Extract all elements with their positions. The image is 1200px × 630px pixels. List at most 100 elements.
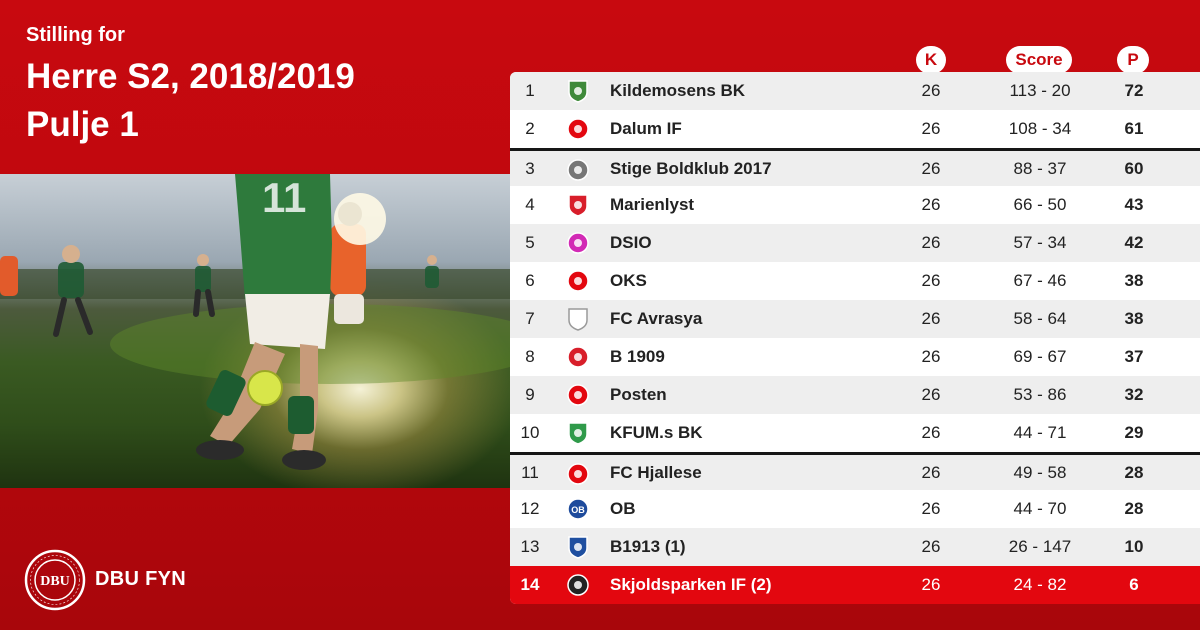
matches-played-cell: 26 (921, 499, 941, 518)
kildemosens-crest-icon (566, 79, 590, 103)
dbu-logo: DBU (24, 549, 86, 611)
points-cell: 60 (1124, 158, 1144, 178)
matches-played-cell: 26 (921, 347, 941, 366)
position-cell: 14 (520, 575, 540, 594)
goal-score-cell: 24 - 82 (1013, 575, 1067, 594)
points-cell: 38 (1124, 271, 1144, 290)
team-name: Marienlyst (610, 195, 695, 214)
organization-name: DBU FYN (95, 568, 186, 590)
team-name: Posten (610, 385, 667, 404)
table-row[interactable]: 5 DSIO 26 57 - 34 42 (510, 224, 1200, 262)
points-cell: 28 (1124, 499, 1144, 518)
matches-played-cell: 26 (921, 195, 941, 214)
team-name: OB (610, 499, 636, 518)
table-row[interactable]: 2 Dalum IF 26 108 - 34 61 (510, 110, 1200, 148)
ob-crest-icon: OB (566, 497, 590, 521)
table-row[interactable]: 1 Kildemosens BK 26 113 - 20 72 (510, 72, 1200, 110)
posten-crest-icon (566, 383, 590, 407)
goal-score-cell: 44 - 70 (1013, 499, 1067, 518)
team-name: Dalum IF (610, 119, 682, 138)
goal-score-cell: 113 - 20 (1009, 81, 1071, 100)
position-cell: 7 (525, 309, 535, 328)
matches-played-cell: 26 (921, 385, 941, 404)
goal-score-cell: 88 - 37 (1013, 158, 1067, 178)
b1909-crest-icon (566, 345, 590, 369)
team-name: B 1909 (610, 347, 665, 366)
position-cell: 6 (525, 271, 535, 290)
goal-score-cell: 53 - 86 (1013, 385, 1067, 404)
svg-text:OB: OB (571, 505, 585, 515)
team-name: FC Hjallese (610, 462, 702, 482)
matches-played-cell: 26 (921, 537, 941, 556)
team-name: Stige Boldklub 2017 (610, 158, 772, 178)
goal-score-cell: 66 - 50 (1013, 195, 1067, 214)
column-header-score: Score (1006, 46, 1072, 74)
points-cell: 6 (1129, 575, 1139, 594)
points-cell: 43 (1124, 195, 1144, 214)
dalum-crest-icon (566, 117, 590, 141)
pool-title: Pulje 1 (26, 105, 139, 144)
football-action-photo: 11 (0, 174, 510, 488)
table-row[interactable]: 6 OKS 26 67 - 46 38 (510, 262, 1200, 300)
standings-table: 1 Kildemosens BK 26 113 - 20 7 2 2 Dalum IF 26 10… (510, 72, 1200, 604)
points-cell: 29 (1124, 423, 1144, 442)
table-row[interactable]: 14 Skjoldsparken IF (2) 26 24 - 82 6 (510, 566, 1200, 604)
points-cell: 28 (1124, 462, 1144, 482)
stige-crest-icon (566, 158, 590, 182)
matches-played-cell: 26 (921, 81, 941, 100)
position-cell: 2 (525, 119, 535, 138)
points-cell: 42 (1124, 233, 1144, 252)
svg-text:11: 11 (262, 174, 306, 221)
table-row[interactable]: 7 FC Avrasya 26 58 - 64 38 (510, 300, 1200, 338)
matches-played-cell: 26 (921, 575, 941, 594)
b1913-crest-icon (566, 535, 590, 559)
goal-score-cell: 26 - 147 (1008, 537, 1072, 556)
table-row[interactable]: 12 OB OB 26 44 - 70 28 (510, 490, 1200, 528)
table-row[interactable]: 8 B 1909 26 69 - 67 37 (510, 338, 1200, 376)
points-cell: 61 (1124, 119, 1144, 138)
matches-played-cell: 26 (921, 309, 941, 328)
team-name: B1913 (1) (610, 537, 686, 556)
position-cell: 8 (525, 347, 535, 366)
points-cell: 38 (1124, 309, 1144, 328)
table-row[interactable]: 11 FC Hjallese 26 49 - 58 28 (510, 452, 1200, 490)
points-cell: 32 (1124, 385, 1144, 404)
page-title: Herre S2, 2018/2019 (26, 57, 355, 96)
column-header-played: K (916, 46, 946, 74)
table-row[interactable]: 4 Marienlyst 26 66 - 50 43 (510, 186, 1200, 224)
position-cell: 4 (525, 195, 535, 214)
position-cell: 9 (525, 385, 535, 404)
kfum-crest-icon (566, 421, 590, 445)
fc-avrasya-crest-icon (566, 307, 590, 331)
column-header-points: P (1117, 46, 1149, 74)
goal-score-cell: 58 - 64 (1013, 309, 1067, 328)
goal-score-cell: 69 - 67 (1013, 347, 1067, 366)
points-cell: 10 (1124, 537, 1144, 556)
fc-hjallese-crest-icon (566, 462, 590, 486)
table-row[interactable]: 9 Posten 26 53 - 86 32 (510, 376, 1200, 414)
marienlyst-crest-icon (566, 193, 590, 217)
table-row[interactable]: 3 Stige Boldklub 2017 26 88 - 37 60 (510, 148, 1200, 186)
skjoldsparken-crest-icon (566, 573, 590, 597)
position-cell: 3 (525, 158, 535, 178)
goal-score-cell: 108 - 34 (1008, 119, 1072, 138)
team-name: FC Avrasya (610, 309, 703, 328)
matches-played-cell: 26 (921, 423, 941, 442)
team-name: KFUM.s BK (610, 423, 703, 442)
position-cell: 1 (525, 81, 535, 100)
team-name: Kildemosens BK (610, 81, 746, 100)
position-cell: 13 (520, 537, 540, 556)
team-name: DSIO (610, 233, 652, 252)
matches-played-cell: 26 (921, 158, 941, 178)
oks-crest-icon (566, 269, 590, 293)
position-cell: 12 (520, 499, 540, 518)
goal-score-cell: 49 - 58 (1013, 462, 1067, 482)
goal-score-cell: 67 - 46 (1013, 271, 1067, 290)
table-row[interactable]: 10 KFUM.s BK 26 44 - 71 29 (510, 414, 1200, 452)
svg-text:DBU: DBU (40, 574, 70, 589)
goal-score-cell: 44 - 71 (1013, 423, 1067, 442)
table-row[interactable]: 13 B1913 (1) 26 26 - 147 10 (510, 528, 1200, 566)
position-cell: 10 (520, 423, 540, 442)
subtitle-stilling-for: Stilling for (26, 24, 125, 46)
matches-played-cell: 26 (921, 119, 941, 138)
